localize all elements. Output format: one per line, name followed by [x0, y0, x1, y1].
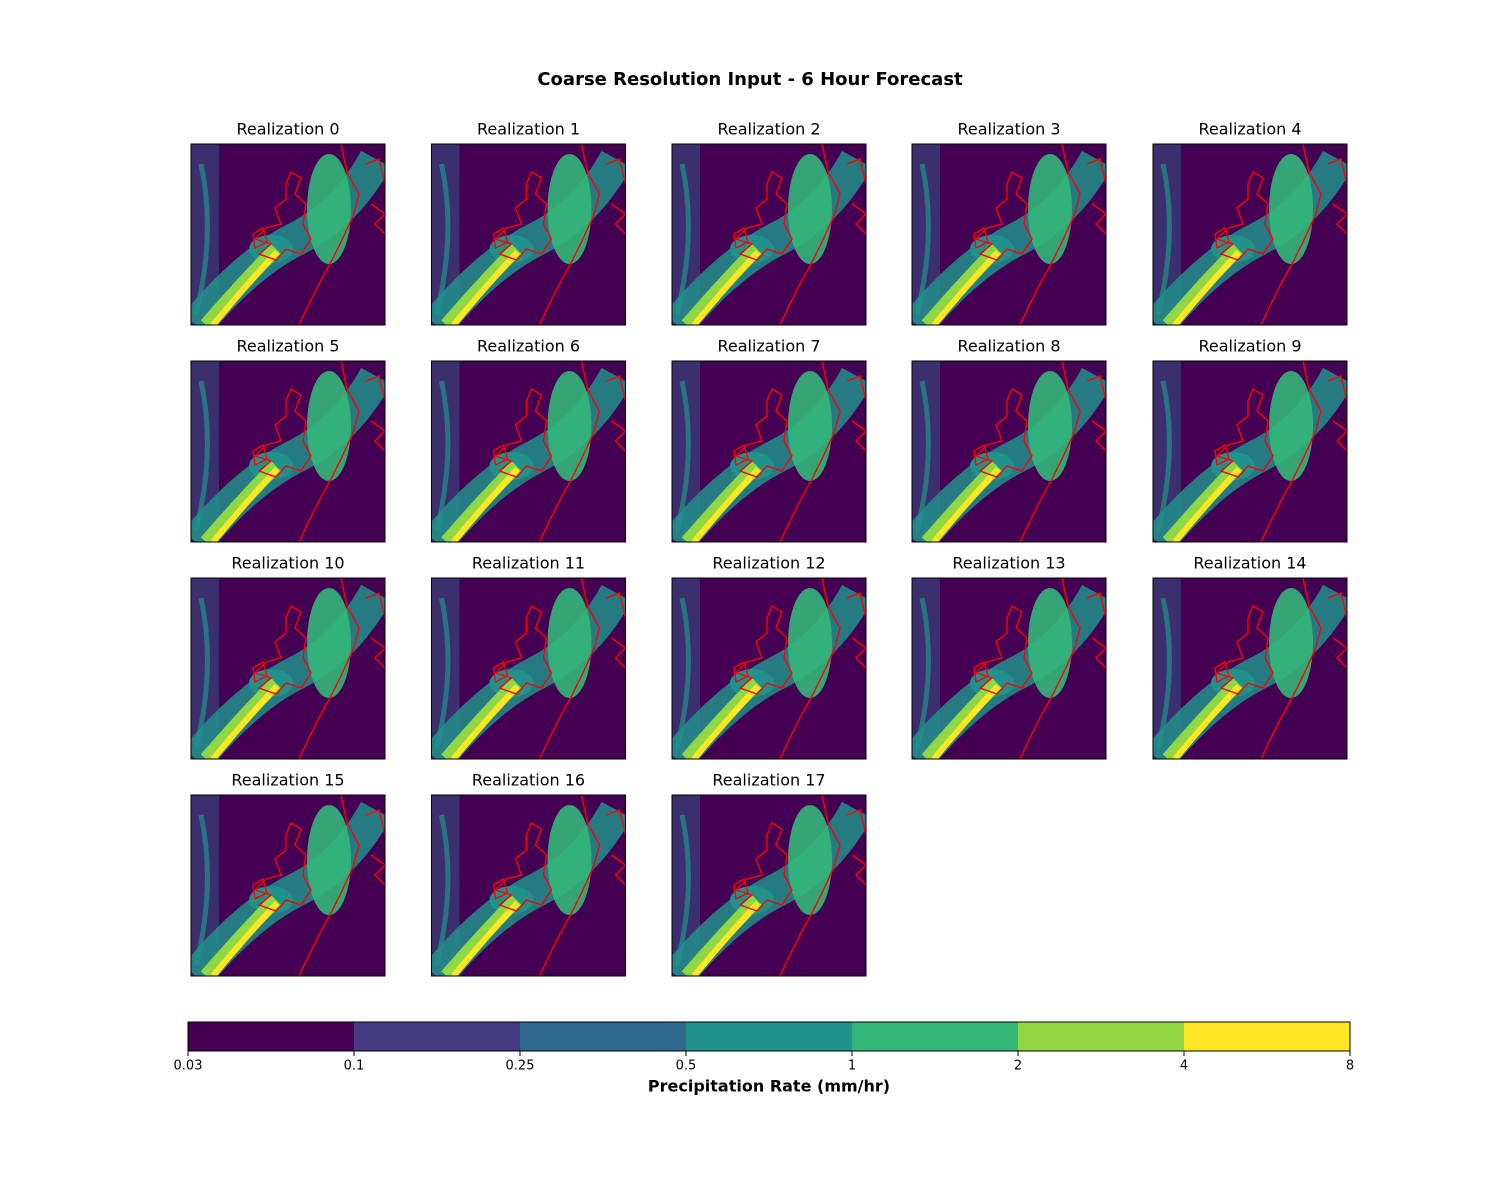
panel-frame	[911, 577, 1107, 760]
colorbar-frame	[187, 1021, 1351, 1052]
precip-field	[191, 578, 385, 759]
precip-field	[432, 795, 626, 976]
colorbar-tick-label: 0.1	[344, 1059, 365, 1074]
colorbar-label: Precipitation Rate (mm/hr)	[648, 1077, 890, 1096]
colorbar-tick-label: 8	[1346, 1059, 1354, 1074]
colorbar-segment	[188, 1022, 355, 1051]
precip-field	[432, 144, 626, 325]
panel-frame	[431, 577, 626, 760]
precip-field	[1153, 361, 1347, 542]
panel-frame	[1152, 143, 1348, 326]
panel-title: Realization 13	[952, 554, 1065, 573]
precip-field	[912, 144, 1106, 325]
panel-frame	[911, 360, 1107, 543]
panel-title: Realization 14	[1193, 554, 1306, 573]
panel-title: Realization 16	[472, 771, 585, 790]
precip-field	[191, 795, 385, 976]
panel-frame	[671, 577, 867, 760]
colorbar-segment	[520, 1022, 687, 1051]
colorbar-segment	[686, 1022, 853, 1051]
precip-field	[432, 361, 626, 542]
colorbar-segment	[1018, 1022, 1185, 1051]
panel-title: Realization 8	[957, 337, 1060, 356]
precip-field	[191, 361, 385, 542]
panel-frame	[431, 360, 626, 543]
precip-field	[672, 795, 866, 976]
precip-field	[912, 361, 1106, 542]
colorbar-tick-label: 4	[1180, 1059, 1188, 1074]
panel-title: Realization 17	[712, 771, 825, 790]
panel-title: Realization 1	[477, 120, 580, 139]
panel-frame	[671, 360, 867, 543]
precip-field	[1153, 578, 1347, 759]
panel-title: Realization 9	[1198, 337, 1301, 356]
panel-title: Realization 6	[477, 337, 580, 356]
panel-title: Realization 2	[717, 120, 820, 139]
panel-title: Realization 10	[231, 554, 344, 573]
panel-frame	[1152, 360, 1348, 543]
colorbar-tick-label: 0.25	[506, 1059, 535, 1074]
colorbar-segment	[1184, 1022, 1351, 1051]
figure-title: Coarse Resolution Input - 6 Hour Forecas…	[537, 69, 963, 90]
colorbar-tick-label: 0.03	[174, 1059, 203, 1074]
panel-frame	[431, 143, 626, 326]
panel-title: Realization 15	[231, 771, 344, 790]
precip-field	[672, 578, 866, 759]
panel-frame	[190, 794, 386, 977]
panel-frame	[431, 794, 626, 977]
panel-title: Realization 5	[236, 337, 339, 356]
precip-field	[672, 361, 866, 542]
colorbar-tick-label: 1	[848, 1059, 856, 1074]
panel-frame	[190, 577, 386, 760]
precip-field	[1153, 144, 1347, 325]
colorbar-segment	[852, 1022, 1019, 1051]
precip-field	[432, 578, 626, 759]
colorbar-tick-label: 0.5	[676, 1059, 697, 1074]
panel-title: Realization 12	[712, 554, 825, 573]
panel-frame	[671, 143, 867, 326]
panel-title: Realization 4	[1198, 120, 1301, 139]
panel-title: Realization 7	[717, 337, 820, 356]
panel-frame	[1152, 577, 1348, 760]
panel-frame	[671, 794, 867, 977]
panel-title: Realization 0	[236, 120, 339, 139]
panel-frame	[190, 360, 386, 543]
precip-field	[191, 144, 385, 325]
colorbar-segment	[354, 1022, 521, 1051]
panel-frame	[911, 143, 1107, 326]
precip-field	[912, 578, 1106, 759]
panel-frame	[190, 143, 386, 326]
colorbar-tick-label: 2	[1014, 1059, 1022, 1074]
precip-field	[672, 144, 866, 325]
panel-title: Realization 3	[957, 120, 1060, 139]
panel-title: Realization 11	[472, 554, 585, 573]
